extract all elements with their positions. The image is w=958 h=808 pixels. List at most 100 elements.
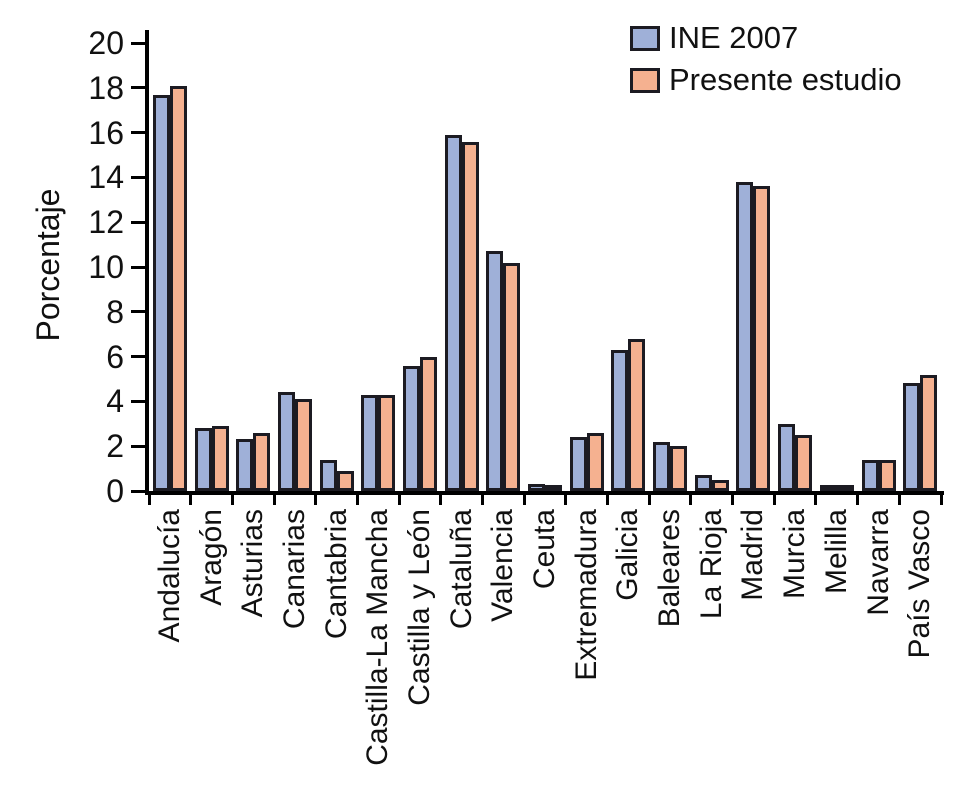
x-label-cell: Baleares xyxy=(649,503,691,806)
x-tick-label: Aragón xyxy=(194,509,228,606)
y-tick-label: 20 xyxy=(88,25,124,61)
bar-group xyxy=(858,43,900,491)
legend-swatch-ine-2007 xyxy=(630,25,660,51)
y-tick-label: 18 xyxy=(88,69,124,106)
x-label-cell: País Vasco xyxy=(899,503,941,806)
y-tick-mark xyxy=(131,175,145,179)
bar-presente-estudio xyxy=(836,485,854,491)
bar-ine-2007 xyxy=(277,392,295,491)
x-tick-label: Cataluña xyxy=(444,509,478,630)
bar-group xyxy=(691,43,733,491)
x-tick-mark xyxy=(814,494,818,505)
x-label-cell: Cantabria xyxy=(316,503,358,806)
y-tick-mark xyxy=(131,265,145,269)
y-tick-mark xyxy=(131,444,145,448)
bar-presente-estudio xyxy=(419,356,437,491)
x-label-cell: Cataluña xyxy=(441,503,483,806)
bar-presente-estudio xyxy=(878,459,896,491)
bar-ine-2007 xyxy=(611,349,629,491)
bar-presente-estudio xyxy=(461,141,479,491)
y-tick-mark xyxy=(131,489,145,493)
x-tick-mark xyxy=(314,494,318,505)
bar-group xyxy=(232,43,274,491)
x-tick-label: La Rioja xyxy=(694,509,728,620)
x-tick-label: Asturias xyxy=(236,509,270,618)
bar-presente-estudio xyxy=(753,186,771,491)
x-label-cell: Valencia xyxy=(483,503,525,806)
y-tick-mark xyxy=(131,355,145,359)
bar-group xyxy=(649,43,691,491)
x-tick-label: Navarra xyxy=(861,509,895,616)
x-label-cell: Melilla xyxy=(816,503,858,806)
x-tick-mark xyxy=(772,494,776,505)
bar-ine-2007 xyxy=(319,459,337,491)
x-tick-mark xyxy=(355,494,359,505)
bar-group xyxy=(483,43,525,491)
bar-ine-2007 xyxy=(528,484,546,491)
x-axis-line xyxy=(145,491,944,495)
bar-group xyxy=(399,43,441,491)
bar-presente-estudio xyxy=(586,432,604,491)
legend: INE 2007 Presente estudio xyxy=(630,22,902,96)
y-tick-label: 12 xyxy=(88,204,124,241)
x-tick-mark xyxy=(731,494,735,505)
x-tick-mark xyxy=(397,494,401,505)
x-tick-label: Andalucía xyxy=(152,509,186,643)
x-label-cell: Andalucía xyxy=(149,503,191,806)
x-label-cell: Ceuta xyxy=(524,503,566,806)
x-tick-mark xyxy=(606,494,610,505)
y-tick-mark xyxy=(131,310,145,314)
y-tick-label: 16 xyxy=(88,114,124,151)
x-label-cell: Murcia xyxy=(774,503,816,806)
x-label-cell: Navarra xyxy=(858,503,900,806)
x-tick-label: Galicia xyxy=(611,509,645,601)
x-label-cell: Canarias xyxy=(274,503,316,806)
bar-ine-2007 xyxy=(236,439,254,491)
bar-group xyxy=(733,43,775,491)
x-tick-mark xyxy=(564,494,568,505)
y-tick-mark xyxy=(131,86,145,90)
x-label-cell: Asturias xyxy=(232,503,274,806)
y-axis-line xyxy=(145,30,149,495)
legend-item-presente-estudio: Presente estudio xyxy=(630,64,902,96)
y-tick-label: 0 xyxy=(106,473,124,509)
bar-ine-2007 xyxy=(653,441,671,491)
x-tick-mark xyxy=(939,494,943,505)
x-axis-labels: Andalucía Aragón Asturias Canarias Cantabria… xyxy=(149,503,941,806)
x-tick-label: País Vasco xyxy=(903,509,937,659)
y-tick-mark xyxy=(131,220,145,224)
x-tick-mark xyxy=(897,494,901,505)
x-tick-label: Castilla y León xyxy=(402,509,436,706)
legend-label-presente-estudio: Presente estudio xyxy=(669,62,902,97)
bar-ine-2007 xyxy=(694,475,712,491)
bar-group xyxy=(191,43,233,491)
bar-group xyxy=(566,43,608,491)
x-tick-mark xyxy=(439,494,443,505)
y-tick-label: 10 xyxy=(88,249,124,285)
x-tick-mark xyxy=(522,494,526,505)
bar-presente-estudio xyxy=(628,338,646,491)
y-tick-mark xyxy=(131,131,145,135)
bar-presente-estudio xyxy=(670,446,688,491)
x-label-cell: Extremadura xyxy=(566,503,608,806)
x-tick-label: Baleares xyxy=(653,509,687,628)
y-tick-mark xyxy=(131,399,145,403)
x-tick-mark xyxy=(856,494,860,505)
x-tick-label: Madrid xyxy=(736,509,770,601)
plot-area xyxy=(149,43,941,491)
x-label-cell: Aragón xyxy=(191,503,233,806)
bar-presente-estudio xyxy=(711,479,729,491)
bar-group xyxy=(899,43,941,491)
bar-group xyxy=(274,43,316,491)
bar-presente-estudio xyxy=(211,426,229,491)
bar-presente-estudio xyxy=(294,399,312,491)
bar-presente-estudio xyxy=(920,374,938,491)
bar-presente-estudio xyxy=(545,485,563,491)
bar-ine-2007 xyxy=(444,134,462,491)
bar-group xyxy=(316,43,358,491)
x-tick-label: Castilla-La Mancha xyxy=(361,509,395,766)
bar-group xyxy=(774,43,816,491)
bar-ine-2007 xyxy=(778,423,796,491)
bar-group xyxy=(149,43,191,491)
